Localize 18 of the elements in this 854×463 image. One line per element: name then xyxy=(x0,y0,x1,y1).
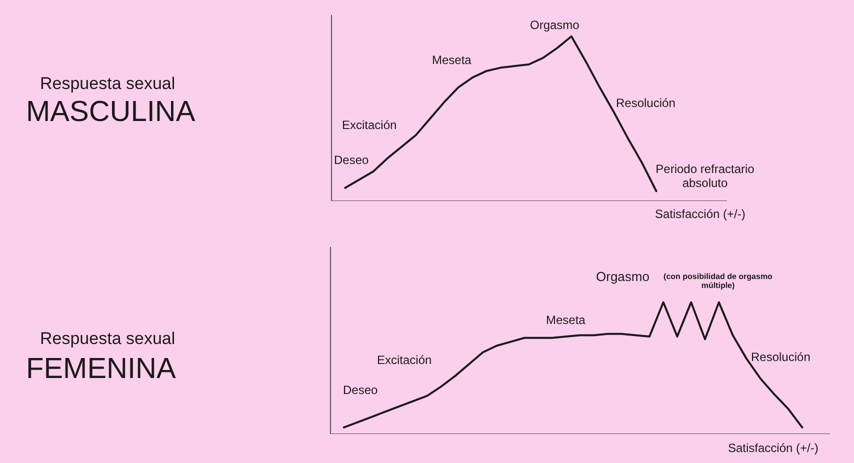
annotation: Excitación xyxy=(377,353,432,367)
annotation: Meseta xyxy=(546,313,586,327)
text: Respuesta sexual xyxy=(40,329,176,349)
annotation: Resolución xyxy=(616,96,676,110)
text: FEMENINA xyxy=(26,353,176,386)
text: (con posibilidad de orgasmo múltiple) xyxy=(663,272,773,290)
text: Respuesta sexual xyxy=(40,74,176,94)
annotation: Excitación xyxy=(342,118,397,132)
annotation: Deseo xyxy=(343,383,378,397)
annotation: Deseo xyxy=(334,153,369,167)
x-axis-title: Satisfacción (+/-) xyxy=(728,441,818,455)
annotation: Meseta xyxy=(432,53,472,67)
x-axis-title: Satisfacción (+/-) xyxy=(655,207,746,221)
text: Orgasmo xyxy=(530,18,580,32)
text: MASCULINA xyxy=(26,96,196,129)
annotation: Periodo refractario absoluto xyxy=(654,162,756,190)
annotation: Resolución xyxy=(751,350,810,364)
text: Orgasmo xyxy=(596,269,650,284)
